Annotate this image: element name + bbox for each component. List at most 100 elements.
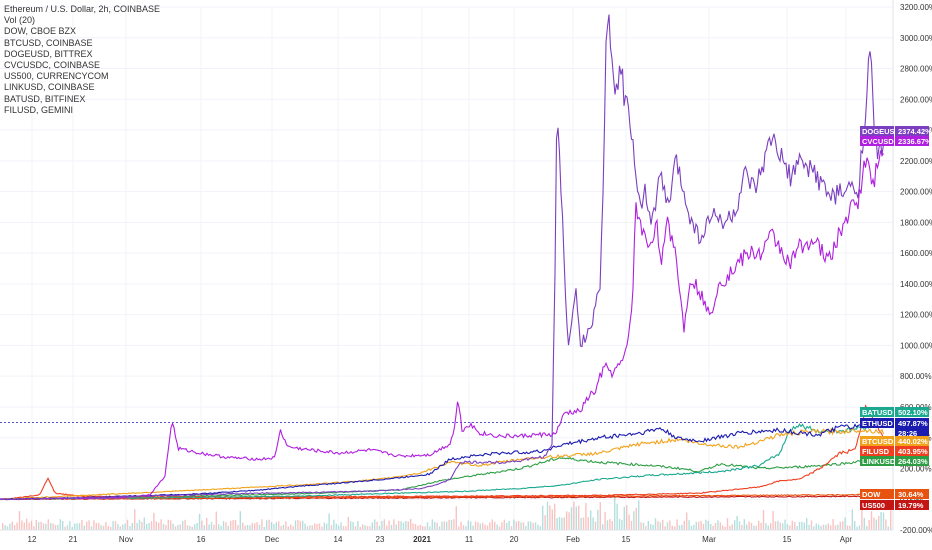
- volume-bar: [54, 525, 57, 530]
- y-tick-label: 2200.00%: [900, 157, 932, 166]
- volume-bar: [633, 511, 635, 530]
- volume-bar: [467, 520, 469, 530]
- volume-bar: [158, 522, 160, 530]
- volume-bar: [789, 525, 791, 530]
- volume-bar: [364, 525, 366, 530]
- y-tick-label: -200.00%: [900, 526, 932, 535]
- volume-bar: [434, 521, 436, 530]
- volume-bar: [573, 501, 575, 530]
- volume-bar: [333, 519, 335, 530]
- legend-title[interactable]: Ethereum / U.S. Dollar, 2h, COINBASE: [4, 4, 161, 14]
- volume-bar: [832, 519, 834, 530]
- volume-bar: [726, 518, 729, 530]
- y-tick-label: 800.00%: [900, 372, 932, 381]
- volume-bar: [258, 524, 261, 530]
- volume-bar: [849, 525, 851, 530]
- volume-bar: [342, 526, 345, 530]
- volume-bar: [446, 521, 448, 530]
- volume-bar: [839, 521, 841, 530]
- series-line-dogeusd: [0, 14, 885, 501]
- volume-bar: [153, 512, 155, 530]
- price-tag: LINKUSD 264.03%: [860, 456, 929, 466]
- volume-bar: [83, 525, 85, 530]
- volume-bar: [510, 526, 513, 530]
- volume-bar: [875, 519, 877, 530]
- volume-bar: [66, 525, 69, 530]
- time-axis[interactable]: 12 21 Nov 16 Dec 14 23 2021 11 20 Feb 15 Mar 15 Apr: [28, 535, 853, 544]
- volume-bar: [335, 523, 337, 530]
- volume-bar: [376, 521, 378, 530]
- volume-bar: [366, 526, 369, 530]
- volume-bar: [443, 521, 445, 530]
- volume-bar: [760, 522, 762, 530]
- volume-bar: [174, 526, 177, 530]
- volume-bar: [414, 524, 417, 530]
- volume-bar: [266, 520, 268, 530]
- x-tick-label: Mar: [702, 535, 716, 544]
- volume-bar: [698, 521, 700, 530]
- tag-value-bg: [895, 500, 929, 510]
- volume-bar: [801, 521, 803, 530]
- volume-bar: [856, 526, 858, 530]
- volume-bar: [330, 525, 333, 530]
- volume-bar: [386, 525, 388, 530]
- volume-bar: [719, 522, 721, 530]
- volume-bar: [323, 522, 325, 530]
- volume-bar: [854, 521, 856, 530]
- volume-bar: [683, 520, 685, 530]
- volume-bar: [117, 524, 119, 530]
- volume-bar: [345, 526, 347, 530]
- volume-bar: [734, 520, 736, 530]
- volume-bar: [448, 519, 450, 530]
- volume-bar: [354, 526, 357, 530]
- volume-bar: [328, 513, 330, 530]
- volume-bar: [484, 524, 486, 530]
- volume-bar: [170, 520, 172, 530]
- volume-bar: [6, 526, 9, 530]
- legend-item[interactable]: DOGEUSD, BITTREX: [4, 48, 93, 59]
- legend-item[interactable]: US500, CURRENCYCOM: [4, 71, 109, 82]
- volume-bar: [570, 507, 573, 530]
- legend-item[interactable]: FILUSD, GEMINI: [4, 104, 74, 115]
- volume-bar: [494, 521, 496, 530]
- tag-label: BTCUSD: [862, 437, 894, 446]
- volume-bar: [513, 519, 515, 530]
- volume-bar: [508, 520, 510, 530]
- volume-bar: [290, 524, 292, 530]
- volume-bar: [474, 521, 477, 530]
- legend-item[interactable]: Vol (20): [4, 15, 36, 26]
- volume-bar: [561, 517, 563, 530]
- volume-bar: [652, 524, 654, 530]
- volume-bar: [405, 520, 407, 530]
- volume-bar: [160, 519, 162, 530]
- tag-label-bg: [860, 126, 894, 136]
- volume-bar: [741, 525, 743, 530]
- volume-bar: [218, 524, 220, 530]
- volume-bar: [306, 526, 309, 530]
- tag-label-bg: [860, 500, 894, 510]
- volume-bar: [594, 521, 597, 530]
- volume-bar: [693, 524, 695, 530]
- legend-item[interactable]: CVCUSDC, COINBASE: [4, 60, 101, 71]
- volume-bar: [880, 512, 882, 530]
- volume-bar: [131, 523, 133, 530]
- volume-bar: [455, 506, 457, 530]
- legend-item[interactable]: BTCUSD, COINBASE: [4, 37, 93, 48]
- volume-bar: [870, 511, 873, 530]
- volume-bar: [203, 525, 205, 530]
- tag-label-bg: [860, 418, 894, 428]
- legend-item[interactable]: BATUSD, BITFINEX: [4, 93, 86, 104]
- volume-bar: [590, 510, 592, 530]
- x-tick-label: Dec: [265, 535, 279, 544]
- legend-item[interactable]: DOW, CBOE BZX: [4, 26, 77, 37]
- volume-bar: [350, 521, 352, 530]
- volume-bar: [400, 521, 402, 530]
- y-tick-label: 1800.00%: [900, 218, 932, 227]
- volume-bar: [100, 525, 102, 530]
- volume-bar: [748, 521, 750, 530]
- x-tick-label: 23: [376, 535, 385, 544]
- volume-bar: [422, 526, 424, 530]
- volume-bar: [645, 526, 647, 530]
- legend-item[interactable]: LINKUSD, COINBASE: [4, 82, 95, 93]
